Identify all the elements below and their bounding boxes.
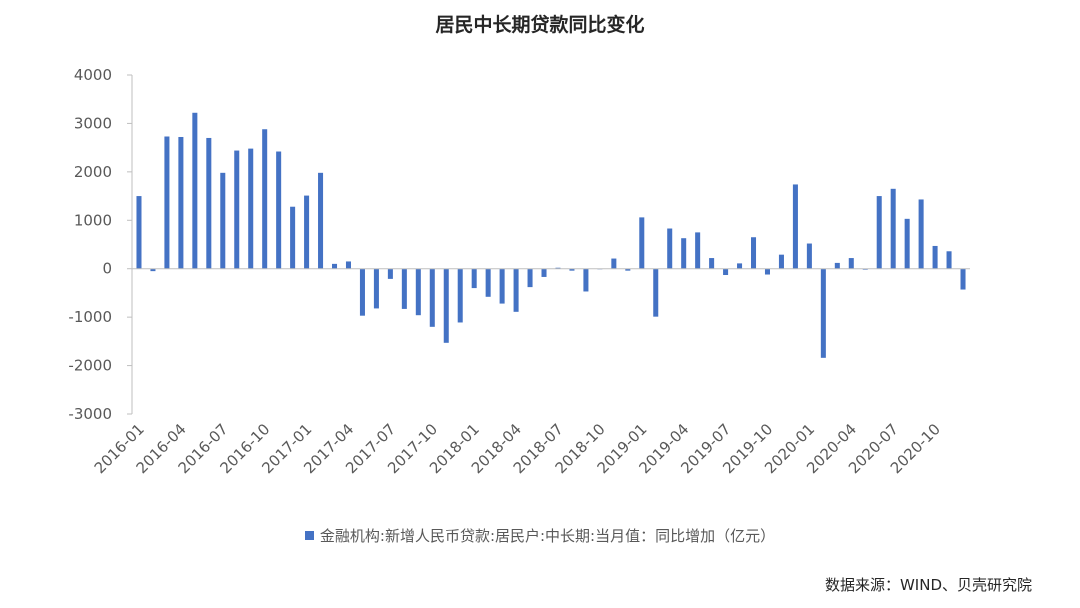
bar-2017-04	[345, 261, 351, 269]
bar-2020-01	[806, 243, 812, 269]
bar-2020-06	[876, 196, 882, 269]
bar-2017-10	[429, 268, 435, 327]
bar-2020-10	[932, 245, 938, 269]
y-tick-label: 0	[102, 260, 112, 278]
bar-2018-02	[485, 268, 491, 297]
bar-2020-03	[834, 262, 840, 269]
bar-2019-03	[667, 228, 673, 269]
bar-2017-09	[415, 268, 421, 316]
bar-2016-04	[178, 136, 184, 269]
bar-2018-06	[541, 268, 547, 277]
bar-2017-11	[443, 268, 449, 343]
y-tick-label: 1000	[74, 211, 112, 229]
bar-2018-04	[513, 268, 519, 312]
bar-2019-08	[737, 263, 743, 269]
bar-2019-04	[681, 238, 687, 269]
bar-2020-12	[960, 268, 966, 290]
bar-2017-01	[304, 195, 310, 269]
bar-2019-07	[723, 268, 729, 276]
bar-2018-03	[499, 268, 505, 304]
bar-2016-10	[262, 129, 268, 269]
bar-2016-08	[234, 150, 240, 269]
legend-swatch	[304, 531, 314, 540]
bar-2019-11	[778, 254, 784, 269]
bar-2018-09	[583, 268, 589, 292]
bar-2016-12	[290, 206, 296, 269]
bar-2020-08	[904, 218, 910, 269]
bar-2020-09	[918, 199, 924, 269]
bar-2017-05	[359, 268, 365, 316]
bar-2018-08	[569, 268, 575, 271]
bar-2017-03	[332, 263, 338, 269]
bar-2016-02	[150, 268, 156, 272]
bar-2019-01	[639, 217, 645, 269]
bar-2019-09	[751, 237, 757, 269]
bar-2016-06	[206, 137, 212, 269]
bars	[136, 112, 966, 358]
bar-2018-01	[471, 268, 477, 289]
bar-2017-07	[387, 268, 393, 279]
bar-2020-04	[848, 258, 854, 269]
y-tick-label: -1000	[68, 308, 112, 326]
bar-2018-05	[527, 268, 533, 288]
bar-2019-05	[695, 232, 701, 269]
bar-2020-02	[820, 268, 826, 358]
bar-2017-02	[318, 172, 324, 269]
y-tick-label: 4000	[74, 66, 112, 84]
y-tick-label: -2000	[68, 357, 112, 375]
y-axis: 4000 3000 2000 1000 0 -1000 -2000 -3000	[68, 66, 133, 423]
source-note: 数据来源：WIND、贝壳研究院	[824, 576, 1032, 594]
bar-2016-11	[276, 151, 282, 269]
bar-2016-09	[248, 148, 254, 269]
bar-2020-07	[890, 188, 896, 269]
legend-label: 金融机构:新增人民币贷款:居民户:中长期:当月值：同比增加（亿元）	[319, 527, 776, 545]
bar-2016-03	[164, 136, 170, 269]
bar-2019-10	[764, 268, 770, 275]
bar-2019-06	[709, 258, 715, 269]
bar-2018-11	[611, 258, 617, 269]
legend: 金融机构:新增人民币贷款:居民户:中长期:当月值：同比增加（亿元）	[0, 525, 1080, 546]
bar-2020-11	[946, 251, 952, 269]
bar-chart: 4000 3000 2000 1000 0 -1000 -2000 -3000 2016-01…	[68, 66, 970, 477]
bar-2016-01	[136, 196, 142, 269]
y-tick-label: 3000	[74, 114, 112, 132]
bar-2016-07	[220, 172, 226, 269]
chart-title: 居民中长期贷款同比变化	[435, 14, 645, 36]
y-tick-label: 2000	[74, 163, 112, 181]
bar-2017-12	[457, 268, 463, 323]
x-axis: 2016-012016-042016-072016-102017-012017-…	[91, 268, 970, 477]
bar-2017-08	[401, 268, 407, 309]
bar-2018-12	[625, 268, 631, 271]
bar-2019-12	[792, 184, 798, 269]
y-tick-label: -3000	[68, 405, 112, 423]
bar-2016-05	[192, 112, 198, 269]
bar-2017-06	[373, 268, 379, 309]
bar-2019-02	[653, 268, 659, 317]
